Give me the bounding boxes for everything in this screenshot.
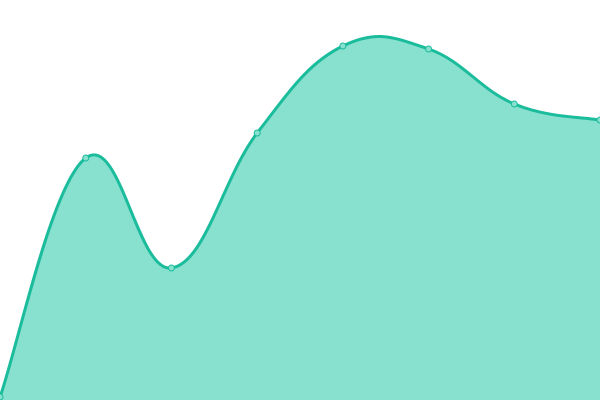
data-point [253,129,261,137]
data-point [0,393,4,400]
data-point [425,45,433,53]
data-point [510,100,518,108]
data-point [82,154,90,162]
series-area [0,36,600,400]
data-points [0,42,600,400]
data-point [339,42,347,50]
data-point [167,264,175,272]
data-point [596,116,600,124]
